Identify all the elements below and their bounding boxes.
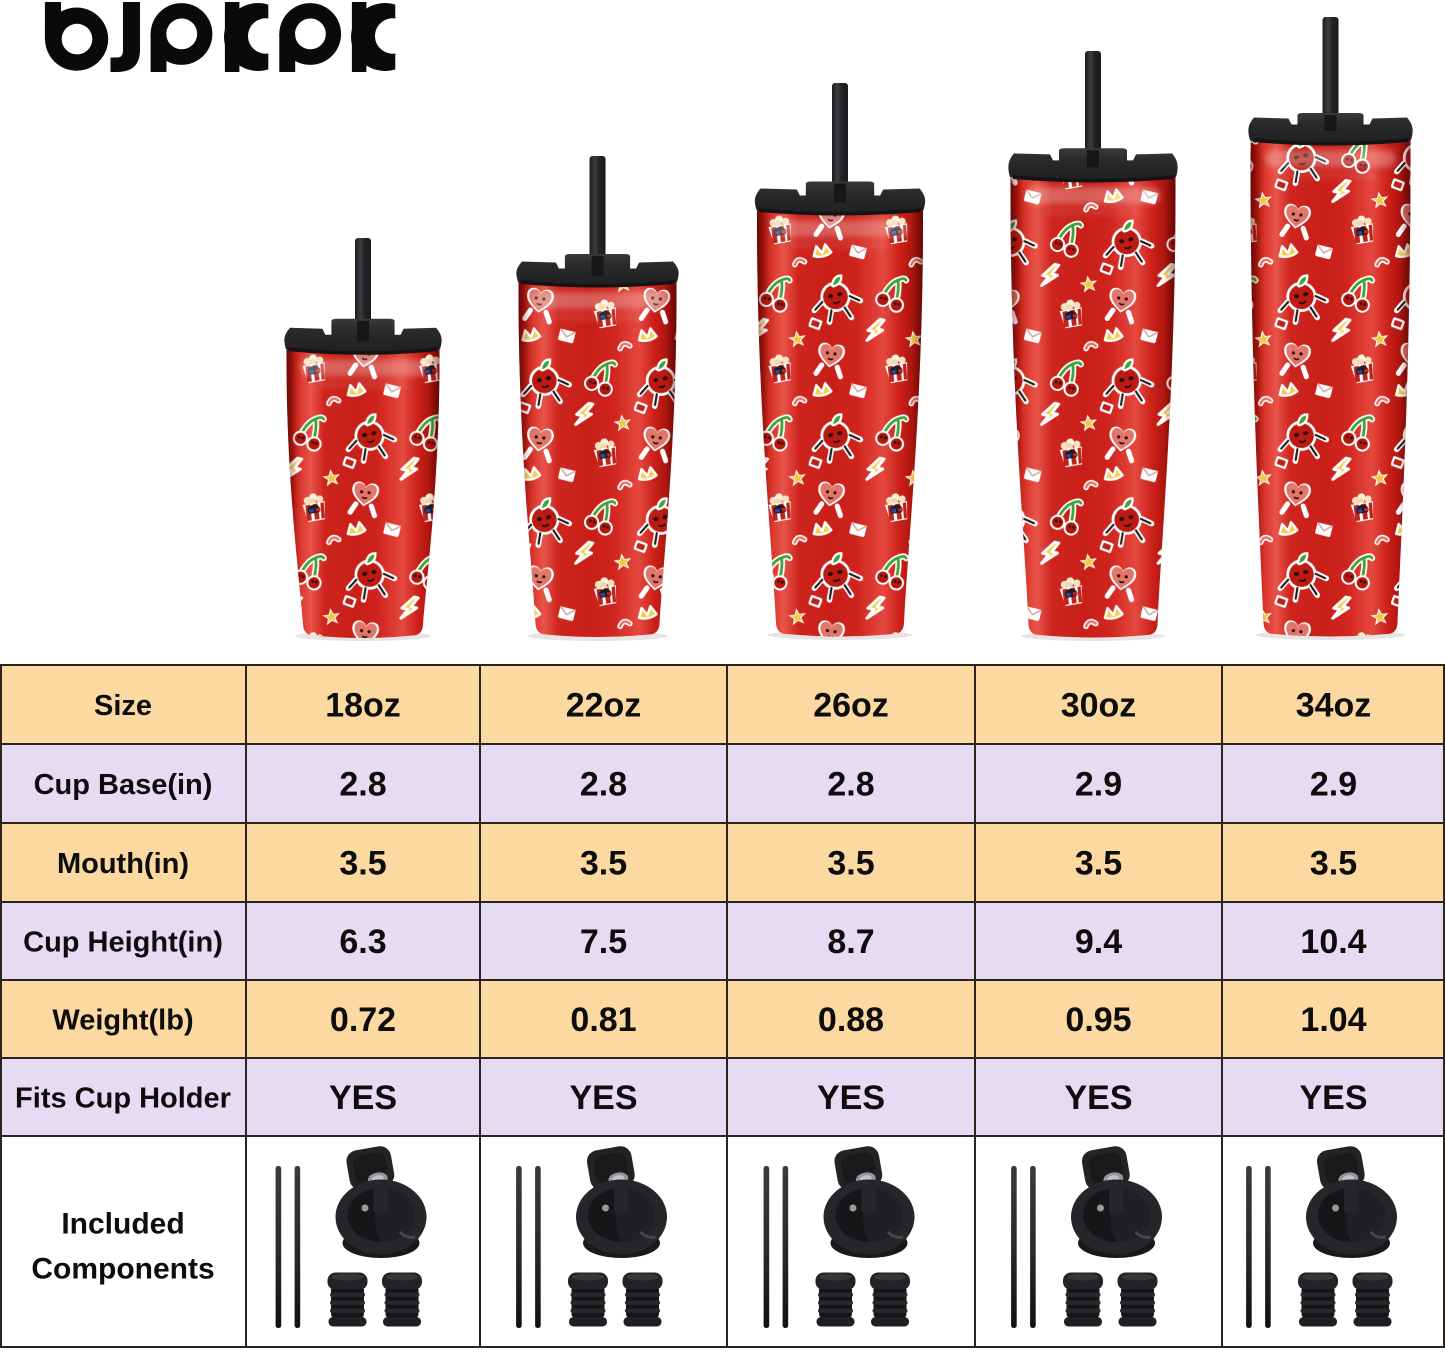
svg-text:2.9: 2.9	[1075, 766, 1122, 804]
svg-text:3.5: 3.5	[580, 845, 627, 883]
svg-text:3.5: 3.5	[339, 845, 386, 883]
svg-text:Cup Height(in): Cup Height(in)	[23, 927, 223, 959]
svg-text:Components: Components	[31, 1253, 214, 1286]
svg-text:2.8: 2.8	[339, 766, 386, 804]
svg-text:YES: YES	[569, 1079, 637, 1117]
svg-text:Cup Base(in): Cup Base(in)	[34, 769, 213, 801]
svg-text:18oz: 18oz	[325, 687, 401, 725]
svg-text:YES: YES	[1299, 1079, 1367, 1117]
svg-text:0.81: 0.81	[570, 1001, 636, 1039]
svg-text:Size: Size	[94, 690, 152, 722]
svg-text:Weight(lb): Weight(lb)	[52, 1005, 193, 1037]
svg-text:7.5: 7.5	[580, 923, 627, 961]
svg-text:YES: YES	[817, 1079, 885, 1117]
svg-text:6.3: 6.3	[339, 923, 386, 961]
svg-text:26oz: 26oz	[813, 687, 889, 725]
svg-text:Included: Included	[61, 1208, 184, 1241]
svg-text:3.5: 3.5	[1075, 845, 1122, 883]
svg-text:10.4: 10.4	[1300, 923, 1366, 961]
svg-text:3.5: 3.5	[1310, 845, 1357, 883]
svg-text:2.8: 2.8	[580, 766, 627, 804]
svg-text:Mouth(in): Mouth(in)	[57, 848, 189, 880]
svg-text:0.95: 0.95	[1065, 1001, 1131, 1039]
svg-text:2.8: 2.8	[827, 766, 874, 804]
svg-text:0.72: 0.72	[330, 1001, 396, 1039]
svg-text:YES: YES	[1064, 1079, 1132, 1117]
svg-text:0.88: 0.88	[818, 1001, 884, 1039]
svg-text:1.04: 1.04	[1300, 1001, 1366, 1039]
svg-text:34oz: 34oz	[1296, 687, 1372, 725]
svg-text:YES: YES	[329, 1079, 397, 1117]
svg-text:30oz: 30oz	[1061, 687, 1137, 725]
svg-text:Fits Cup Holder: Fits Cup Holder	[15, 1083, 231, 1115]
svg-text:8.7: 8.7	[827, 923, 874, 961]
svg-text:9.4: 9.4	[1075, 923, 1122, 961]
svg-text:22oz: 22oz	[566, 687, 642, 725]
svg-text:2.9: 2.9	[1310, 766, 1357, 804]
svg-text:3.5: 3.5	[827, 845, 874, 883]
